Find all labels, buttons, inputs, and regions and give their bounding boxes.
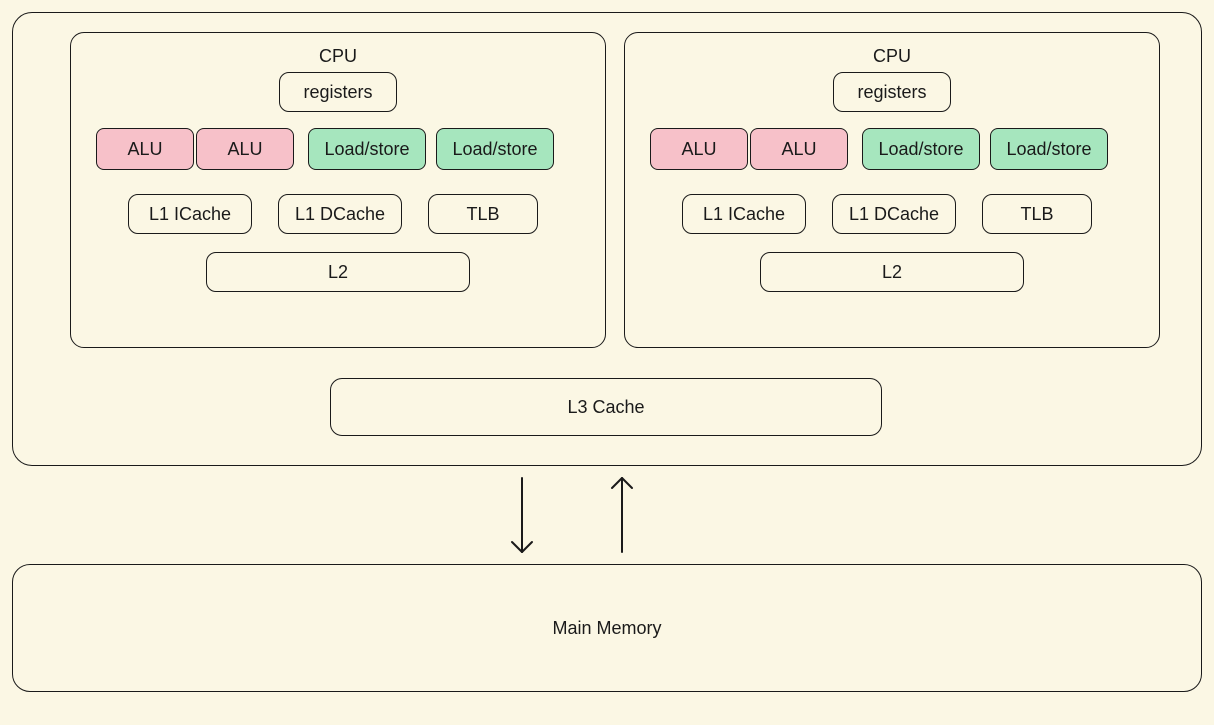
l1-icache-label-1: L1 ICache [682,194,806,234]
registers-label-1: registers [833,72,951,112]
l2-label-1: L2 [760,252,1024,292]
tlb-label-1: TLB [982,194,1092,234]
loadstore-label-1a: Load/store [862,128,980,170]
main-memory-label: Main Memory [12,564,1202,692]
l1-dcache-label-1: L1 DCache [832,194,956,234]
tlb-label-0: TLB [428,194,538,234]
diagram-canvas: CPU registers ALU ALU Load/store Load/st… [0,0,1214,725]
l2-label-0: L2 [206,252,470,292]
registers-label-0: registers [279,72,397,112]
l1-icache-label-0: L1 ICache [128,194,252,234]
alu-label-1a: ALU [650,128,748,170]
cpu-title-0: CPU [288,44,388,68]
alu-label-0a: ALU [96,128,194,170]
loadstore-label-1b: Load/store [990,128,1108,170]
loadstore-label-0a: Load/store [308,128,426,170]
loadstore-label-0b: Load/store [436,128,554,170]
l3-cache-label: L3 Cache [330,378,882,436]
l1-dcache-label-0: L1 DCache [278,194,402,234]
cpu-title-1: CPU [842,44,942,68]
alu-label-0b: ALU [196,128,294,170]
alu-label-1b: ALU [750,128,848,170]
